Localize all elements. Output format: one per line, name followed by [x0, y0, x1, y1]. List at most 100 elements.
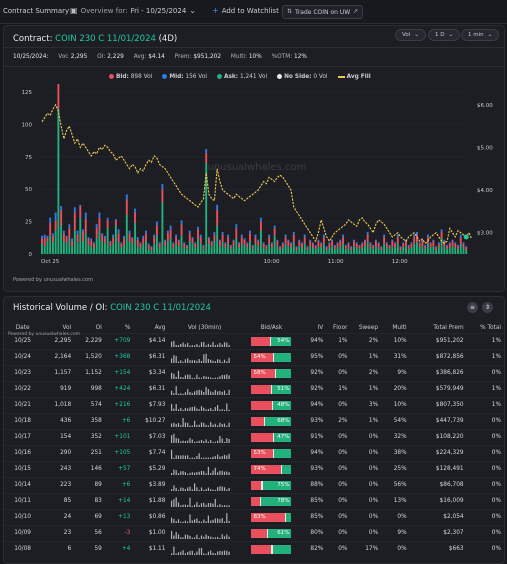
mid-bar[interactable]	[120, 242, 123, 244]
ask-bar[interactable]	[257, 246, 260, 254]
mid-bar[interactable]	[298, 239, 301, 242]
mid-bar[interactable]	[213, 231, 216, 235]
ask-bar[interactable]	[361, 247, 364, 254]
ask-bar[interactable]	[290, 247, 292, 254]
mid-bar[interactable]	[251, 244, 254, 247]
mid-bar[interactable]	[139, 242, 142, 244]
mid-bar[interactable]	[210, 241, 213, 243]
mid-bar[interactable]	[43, 234, 46, 239]
bid-bar[interactable]	[131, 238, 134, 244]
mid-bar[interactable]	[262, 242, 265, 244]
mid-bar[interactable]	[303, 234, 306, 238]
ask-bar[interactable]	[426, 243, 429, 254]
mid-bar[interactable]	[350, 246, 353, 248]
mid-bar[interactable]	[216, 204, 219, 210]
table-row[interactable]: 10/08 6 59 +4 $1.11 82% 0% 17% 0% $663 0%	[4, 540, 504, 557]
bid-bar[interactable]	[188, 233, 191, 242]
sort-toggle-icon[interactable]: ⇕	[482, 302, 493, 313]
ask-bar[interactable]	[407, 248, 410, 254]
table-row[interactable]: 10/11 85 83 +14 $1.88 78% 85% 0% 0% 13% $16,009 0%	[4, 492, 504, 509]
bid-bar[interactable]	[186, 246, 188, 249]
ask-bar[interactable]	[145, 241, 147, 254]
mid-bar[interactable]	[112, 234, 115, 238]
bid-bar[interactable]	[166, 233, 169, 242]
bid-bar[interactable]	[347, 243, 350, 248]
mid-bar[interactable]	[243, 238, 246, 240]
bid-bar[interactable]	[57, 84, 60, 109]
col-pct-total[interactable]: % Total	[480, 324, 501, 331]
ask-bar[interactable]	[350, 250, 353, 254]
bid-bar[interactable]	[232, 241, 235, 247]
ask-bar[interactable]	[462, 247, 465, 254]
bid-bar[interactable]	[142, 238, 145, 244]
bid-bar[interactable]	[331, 241, 334, 247]
mid-bar[interactable]	[238, 242, 240, 244]
mid-bar[interactable]	[93, 242, 95, 244]
bid-bar[interactable]	[399, 247, 402, 251]
bid-bar[interactable]	[287, 241, 290, 247]
mid-bar[interactable]	[407, 244, 410, 247]
col-bid-ask[interactable]: Bid/Ask	[260, 324, 283, 331]
ask-bar[interactable]	[374, 246, 377, 254]
ask-bar[interactable]	[238, 247, 240, 254]
mid-bar[interactable]	[306, 246, 309, 248]
bid-bar[interactable]	[361, 243, 364, 248]
ask-bar[interactable]	[391, 246, 394, 254]
bid-bar[interactable]	[424, 246, 427, 249]
ask-bar[interactable]	[131, 243, 134, 254]
col-pct-change[interactable]: %	[124, 324, 131, 331]
mid-bar[interactable]	[281, 242, 284, 244]
bid-bar[interactable]	[238, 243, 240, 248]
bid-bar[interactable]	[123, 238, 126, 245]
bid-bar[interactable]	[394, 243, 397, 248]
ask-bar[interactable]	[355, 247, 358, 254]
mid-bar[interactable]	[388, 244, 391, 247]
mid-bar[interactable]	[426, 234, 429, 238]
ask-bar[interactable]	[311, 247, 314, 254]
overview-date-picker[interactable]: ▣ Overview for: Fri - 10/25/2024 ⌄	[70, 7, 196, 16]
table-row[interactable]: 10/22 919 998 +424 $6.31 51% 92% 1% 1% 20% $579,94…	[4, 380, 504, 397]
bid-bar[interactable]	[446, 246, 449, 249]
bid-bar[interactable]	[328, 243, 331, 248]
mid-bar[interactable]	[62, 230, 65, 234]
ask-bar[interactable]	[328, 247, 331, 254]
interval-select[interactable]: 1 min ⌄	[461, 29, 500, 41]
mid-bar[interactable]	[443, 239, 446, 242]
ask-bar[interactable]	[155, 235, 158, 254]
ask-bar[interactable]	[369, 247, 372, 254]
bid-bar[interactable]	[448, 243, 451, 248]
bid-bar[interactable]	[290, 243, 292, 248]
mid-bar[interactable]	[218, 239, 221, 242]
mid-bar[interactable]	[290, 242, 292, 244]
bid-bar[interactable]	[451, 241, 454, 247]
bid-bar[interactable]	[95, 228, 98, 239]
bid-bar[interactable]	[421, 241, 424, 247]
mid-bar[interactable]	[432, 239, 435, 242]
mid-bar[interactable]	[279, 246, 282, 248]
ask-bar[interactable]	[394, 247, 397, 254]
ask-bar[interactable]	[265, 248, 268, 254]
ask-bar[interactable]	[103, 243, 106, 254]
bid-bar[interactable]	[259, 221, 262, 231]
ask-bar[interactable]	[188, 241, 191, 254]
bid-bar[interactable]	[306, 247, 309, 251]
mid-bar[interactable]	[153, 234, 156, 238]
bid-bar[interactable]	[161, 189, 164, 203]
bid-bar[interactable]	[413, 237, 416, 244]
mid-bar[interactable]	[147, 243, 150, 245]
legend-bid[interactable]: Bid: 898 Vol	[109, 74, 152, 80]
bid-bar[interactable]	[54, 220, 57, 231]
bid-bar[interactable]	[150, 247, 153, 251]
bid-bar[interactable]	[62, 233, 65, 242]
mid-bar[interactable]	[109, 241, 112, 243]
ask-bar[interactable]	[158, 247, 161, 254]
bid-bar[interactable]	[210, 242, 213, 247]
bid-bar[interactable]	[172, 243, 175, 248]
ask-bar[interactable]	[125, 215, 128, 254]
ask-bar[interactable]	[229, 248, 232, 254]
ask-bar[interactable]	[172, 247, 175, 254]
ask-bar[interactable]	[372, 248, 375, 254]
ask-bar[interactable]	[221, 242, 224, 254]
mid-bar[interactable]	[295, 246, 298, 248]
ask-bar[interactable]	[114, 225, 117, 254]
